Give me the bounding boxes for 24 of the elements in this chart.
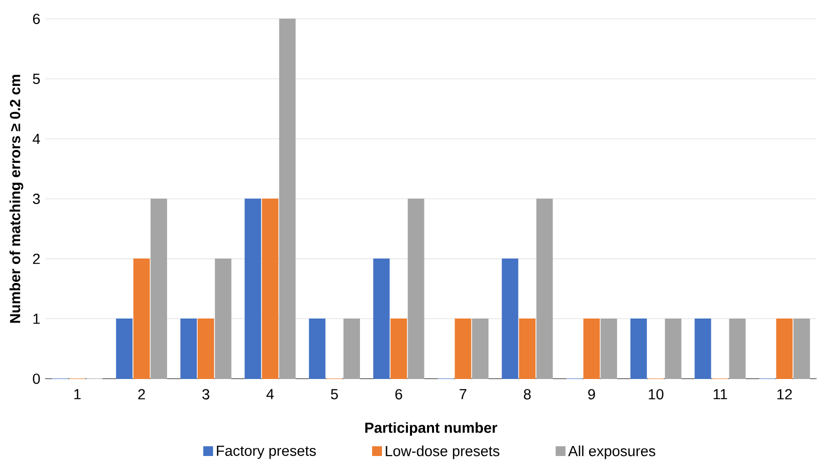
y-tick-label: 6: [33, 14, 40, 24]
y-tick-label: 3: [32, 194, 40, 204]
y-tick-label: 0: [32, 374, 40, 384]
x-tick-label: 5: [330, 389, 338, 400]
x-tick-label: 12: [777, 389, 792, 400]
x-tick-label: 9: [588, 389, 595, 400]
y-tick-label: 5: [32, 74, 40, 84]
x-tick-label: 6: [395, 389, 402, 400]
x-tick-label: 4: [266, 389, 274, 400]
x-tick-label: 3: [202, 389, 210, 400]
legend-label: All exposures: [568, 445, 656, 460]
legend-label: Factory presets: [216, 446, 316, 459]
x-tick-label: 2: [138, 389, 145, 400]
x-tick-label: 1: [74, 389, 81, 400]
y-tick-label: 2: [33, 254, 40, 264]
x-axis-title: Participant number: [365, 422, 498, 436]
x-tick-label: 8: [524, 389, 531, 400]
y-tick-label: 4: [32, 134, 40, 144]
x-tick-label: 11: [714, 389, 728, 400]
y-tick-label: 1: [33, 314, 40, 324]
x-tick-label: 7: [460, 389, 466, 400]
x-tick-label: 10: [648, 389, 664, 400]
y-axis-title: Number of matching errors ≥ 0.2 cm: [10, 74, 24, 323]
legend-label: Low-dose presets: [386, 445, 500, 460]
